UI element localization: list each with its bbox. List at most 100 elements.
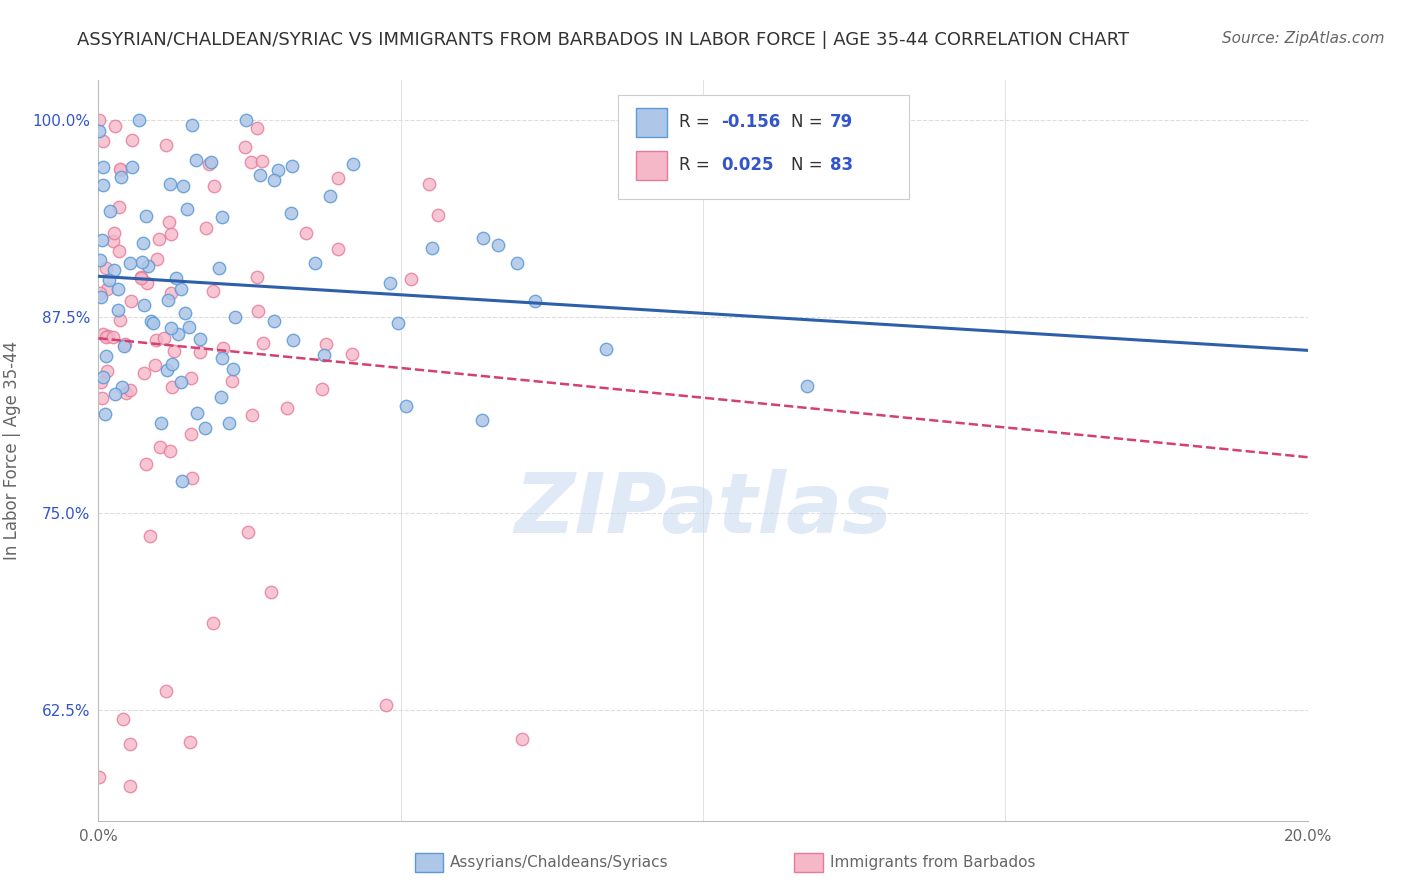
Point — [222, 362, 245, 376]
Point — [98, 203, 121, 218]
Point — [180, 371, 202, 385]
Text: 83: 83 — [830, 156, 853, 175]
Point — [103, 226, 125, 240]
Point — [328, 170, 350, 185]
Point — [170, 474, 193, 488]
Point — [180, 426, 202, 441]
Text: ZIPatlas: ZIPatlas — [515, 469, 891, 550]
Point — [112, 339, 135, 353]
Point — [246, 270, 269, 285]
Point — [160, 380, 183, 394]
Point — [120, 737, 142, 751]
Point — [91, 370, 114, 384]
Text: R =: R = — [679, 113, 710, 131]
Point — [148, 232, 170, 246]
Point — [107, 282, 129, 296]
Point — [304, 256, 326, 270]
Point — [160, 357, 183, 371]
Point — [212, 342, 235, 356]
Point — [202, 615, 225, 630]
Point — [135, 276, 157, 290]
Point — [155, 363, 177, 377]
Point — [342, 157, 364, 171]
Point — [132, 367, 155, 381]
Point — [108, 313, 131, 327]
Point — [266, 163, 288, 178]
Point — [194, 421, 217, 435]
Point — [121, 160, 143, 174]
Point — [378, 277, 401, 291]
Point — [250, 153, 273, 168]
Point — [120, 294, 142, 309]
Point — [143, 359, 166, 373]
Point — [149, 440, 172, 454]
Point — [374, 698, 396, 713]
Point — [108, 201, 131, 215]
Text: Immigrants from Barbados: Immigrants from Barbados — [830, 855, 1035, 870]
Point — [167, 326, 190, 341]
Point — [510, 732, 533, 747]
Point — [94, 330, 117, 344]
Point — [177, 319, 200, 334]
Point — [145, 333, 167, 347]
Point — [200, 155, 222, 169]
Point — [395, 400, 418, 414]
Point — [235, 112, 257, 127]
Point — [263, 172, 285, 186]
Point — [118, 780, 141, 794]
Point — [342, 347, 364, 361]
Point — [176, 202, 198, 217]
Point — [142, 316, 165, 330]
Point — [247, 304, 270, 318]
Point — [103, 263, 125, 277]
Point — [471, 413, 494, 427]
Point — [315, 337, 337, 351]
Point — [420, 241, 443, 255]
Point — [94, 407, 117, 421]
Point — [97, 329, 120, 343]
Point — [115, 386, 138, 401]
Point — [90, 290, 112, 304]
Point — [118, 383, 141, 397]
Point — [159, 177, 181, 191]
Point — [108, 161, 131, 176]
Point — [111, 712, 134, 726]
Point — [104, 119, 127, 133]
Point — [201, 284, 224, 298]
Point — [181, 471, 204, 485]
Point — [155, 138, 177, 153]
Point — [94, 261, 117, 276]
Point — [155, 684, 177, 698]
Point — [87, 124, 110, 138]
Point — [156, 293, 179, 307]
Point — [166, 271, 188, 285]
Point — [179, 735, 201, 749]
Point — [295, 226, 318, 240]
Point — [194, 220, 217, 235]
Point — [236, 525, 259, 540]
Point — [418, 178, 440, 192]
Point — [186, 153, 208, 167]
Point — [239, 155, 262, 169]
Point — [260, 585, 283, 599]
Point — [224, 310, 246, 324]
Point — [595, 342, 617, 356]
Point — [141, 314, 163, 328]
Point — [146, 252, 169, 267]
Point — [211, 351, 233, 365]
Point — [211, 210, 233, 224]
Point — [90, 375, 112, 389]
Point — [118, 256, 141, 270]
Point — [506, 256, 529, 270]
Point — [796, 379, 818, 393]
Point — [221, 374, 243, 388]
Point — [153, 331, 176, 345]
Point — [160, 227, 183, 242]
FancyBboxPatch shape — [637, 151, 666, 180]
Point — [472, 231, 495, 245]
Point — [174, 306, 197, 320]
Text: Source: ZipAtlas.com: Source: ZipAtlas.com — [1222, 31, 1385, 46]
Point — [131, 269, 153, 284]
Point — [94, 349, 117, 363]
Point — [202, 178, 225, 193]
